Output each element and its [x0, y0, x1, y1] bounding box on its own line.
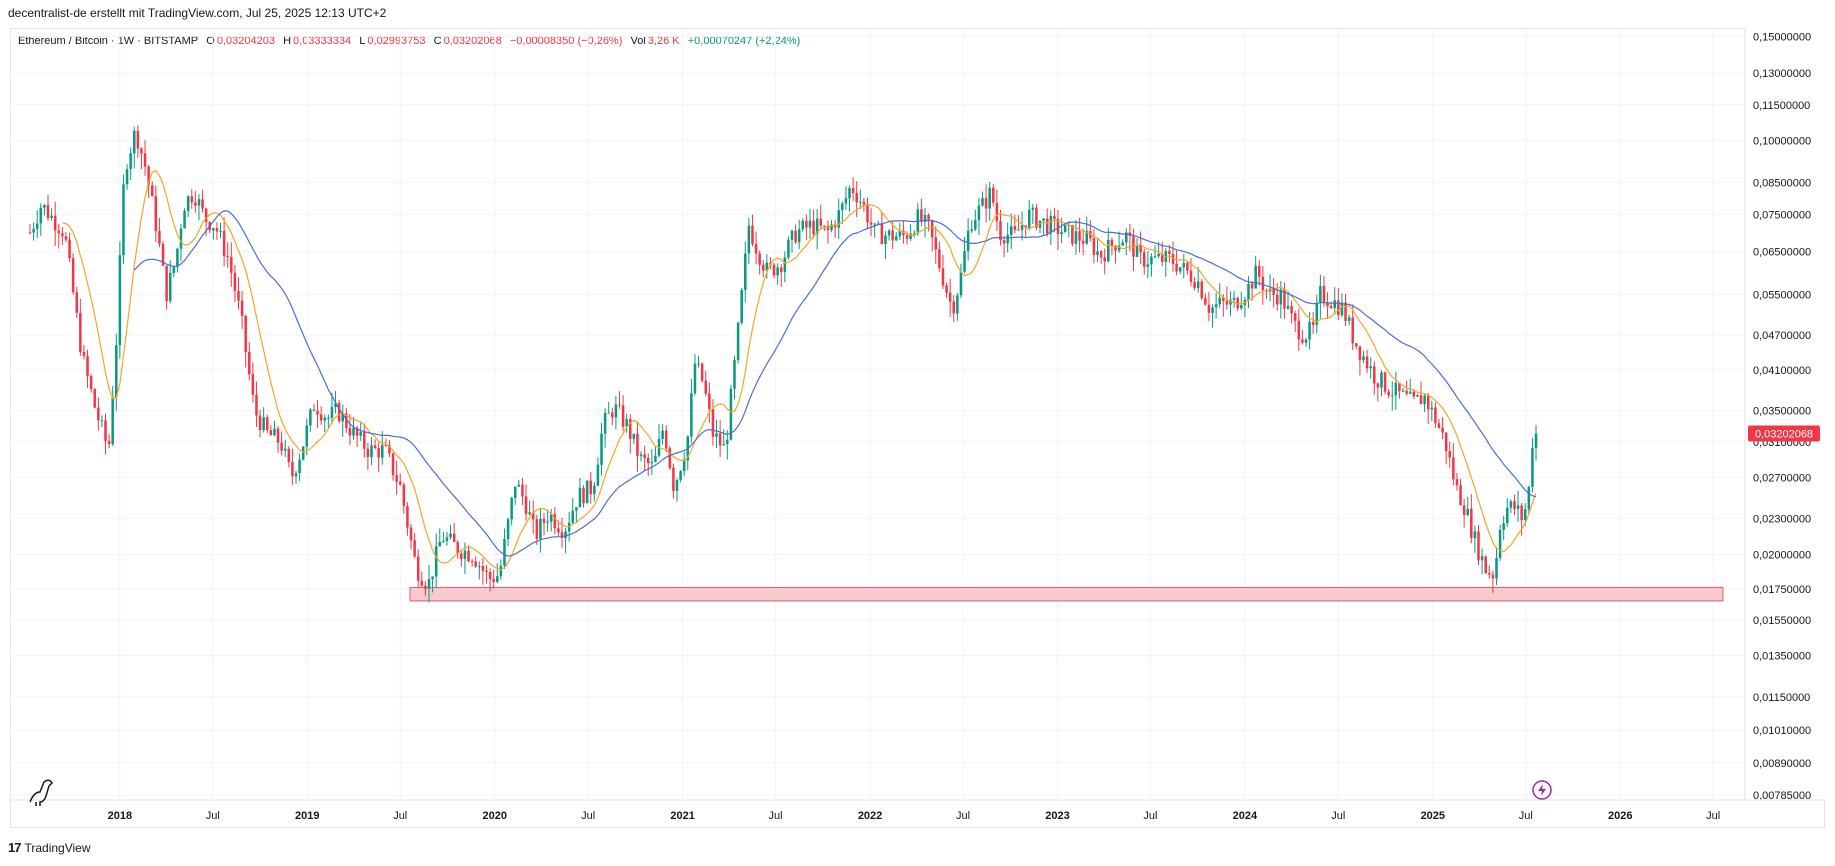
chart-attribution: decentralist-de erstellt mit TradingView…	[8, 6, 387, 20]
legend-volume-label: Vol	[630, 35, 646, 47]
legend-symbol[interactable]: Ethereum / Bitcoin · 1W · BITSTAMP	[18, 35, 199, 47]
ohlc-legend: Ethereum / Bitcoin · 1W · BITSTAMP O 0,03…	[18, 35, 802, 47]
tradingview-footer[interactable]: 17 TradingView	[8, 840, 91, 855]
legend-low-value: 0,02993753	[367, 35, 426, 47]
legend-volume-change: +0,00070247 (+2,24%)	[687, 35, 801, 47]
legend-change: −0,00008350 (−0,26%)	[509, 35, 623, 47]
tradingview-logo-icon: 17	[8, 840, 22, 855]
chart-pane[interactable]	[10, 28, 1825, 828]
legend-volume-value: 3,26 K	[647, 35, 680, 47]
legend-high-label: H	[283, 35, 292, 47]
legend-close-label: C	[433, 35, 442, 47]
legend-open-label: O	[206, 35, 215, 47]
legend-open-value: 0,03204203	[216, 35, 275, 47]
legend-low-label: L	[359, 35, 366, 47]
legend-high-value: 0,03333334	[293, 35, 352, 47]
legend-close-value: 0,03202068	[443, 35, 502, 47]
tradingview-brand: TradingView	[24, 840, 91, 855]
price-unit-selector[interactable]: BTC	[1746, 32, 1822, 54]
